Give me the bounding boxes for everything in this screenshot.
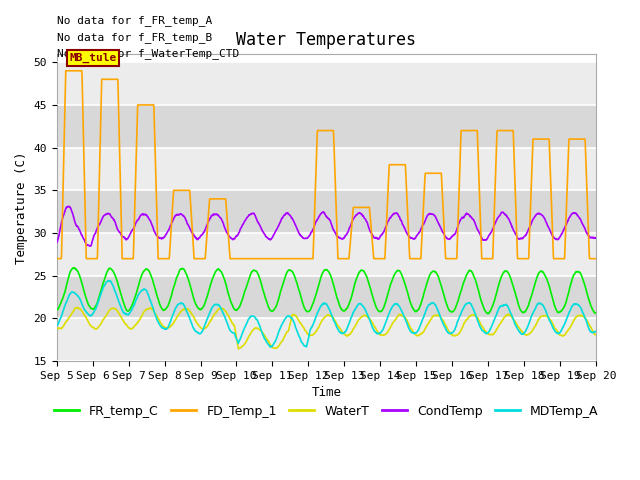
Text: No data for f_WaterTemp_CTD: No data for f_WaterTemp_CTD [57,48,239,59]
Bar [57,148,596,191]
Bar [57,318,596,361]
Legend: FR_temp_C, FD_Temp_1, WaterT, CondTemp, MDTemp_A: FR_temp_C, FD_Temp_1, WaterT, CondTemp, … [49,399,604,422]
Bar [57,191,596,233]
Bar [57,233,596,276]
Text: MB_tule: MB_tule [69,52,116,63]
Bar [57,62,596,105]
X-axis label: Time: Time [311,386,341,399]
Title: Water Temperatures: Water Temperatures [236,31,417,49]
Text: No data for f_FR_temp_B: No data for f_FR_temp_B [57,32,212,43]
Bar [57,276,596,318]
Y-axis label: Temperature (C): Temperature (C) [15,151,28,264]
Bar [57,105,596,148]
Text: No data for f_FR_temp_A: No data for f_FR_temp_A [57,15,212,26]
